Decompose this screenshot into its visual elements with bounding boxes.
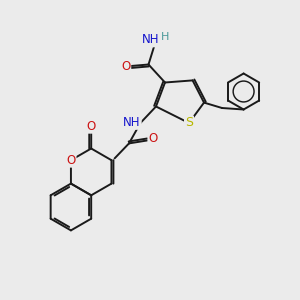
Text: O: O xyxy=(148,132,158,146)
Text: O: O xyxy=(121,59,130,73)
Text: H: H xyxy=(161,32,170,42)
Text: NH: NH xyxy=(142,33,160,46)
Text: O: O xyxy=(87,120,96,133)
Text: S: S xyxy=(185,116,193,130)
Text: NH: NH xyxy=(123,116,141,129)
Text: O: O xyxy=(66,154,76,167)
